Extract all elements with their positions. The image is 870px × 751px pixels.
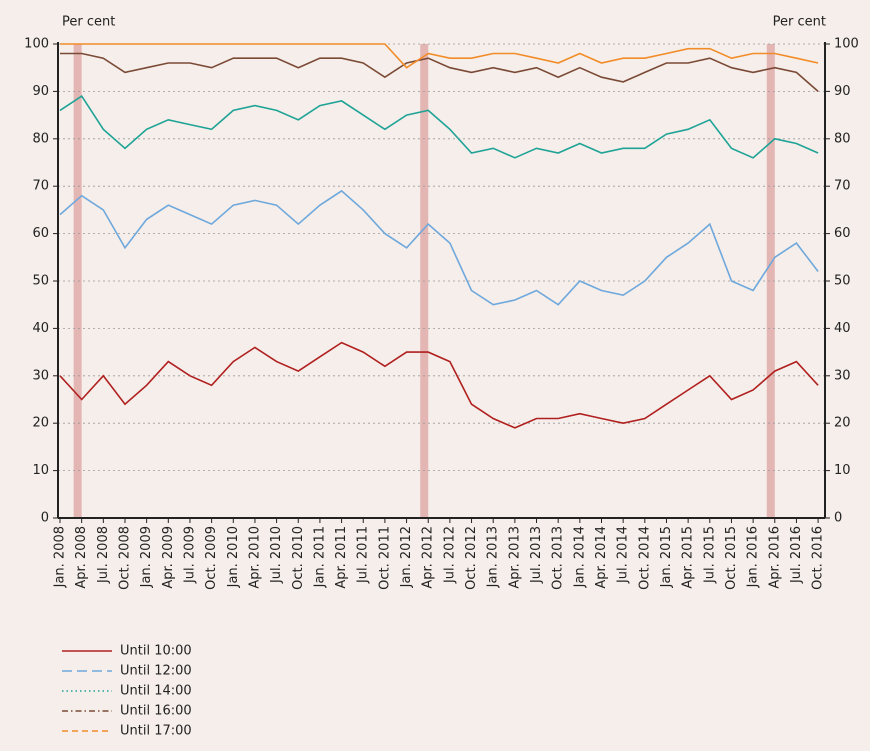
- x-tick-label: Jan. 2016: [746, 526, 761, 588]
- x-tick-label: Jul. 2009: [182, 526, 197, 584]
- x-tick-label: Oct. 2015: [724, 526, 739, 590]
- x-tick-label: Apr. 2016: [767, 526, 782, 589]
- x-tick-label: Oct. 2016: [811, 526, 826, 590]
- highlight-band: [73, 44, 82, 518]
- x-tick-label: Jan. 2014: [572, 526, 587, 588]
- y2-tick-label: 0: [834, 511, 842, 526]
- series-line: [59, 341, 819, 429]
- y2-tick-label: 80: [834, 131, 851, 146]
- y-tick-label: 60: [32, 226, 49, 241]
- x-tick-label: Apr. 2014: [594, 526, 609, 589]
- x-tick-label: Jul. 2008: [96, 526, 111, 584]
- y2-axis-label: Per cent: [773, 15, 826, 30]
- y-tick-label: 40: [32, 321, 49, 336]
- y-axis-label: Per cent: [62, 15, 115, 30]
- highlight-band: [766, 44, 775, 518]
- x-tick-label: Jul. 2014: [616, 526, 631, 584]
- x-tick-label: Jul. 2011: [356, 526, 371, 584]
- x-tick-label: Oct. 2012: [464, 526, 479, 590]
- y-tick-label: 90: [32, 84, 49, 99]
- y-tick-label: 70: [32, 179, 49, 194]
- y2-tick-label: 100: [834, 37, 859, 52]
- x-tick-label: Jan. 2012: [399, 526, 414, 588]
- x-tick-label: Oct. 2009: [204, 526, 219, 590]
- legend-label: Until 14:00: [120, 684, 192, 699]
- x-tick-label: Jul. 2016: [789, 526, 804, 584]
- x-tick-label: Oct. 2013: [551, 526, 566, 590]
- y-tick-label: 30: [32, 368, 49, 383]
- legend-label: Until 16:00: [120, 704, 192, 719]
- y-tick-label: 20: [32, 416, 49, 431]
- x-tick-label: Apr. 2010: [247, 526, 262, 589]
- x-tick-label: Jul. 2010: [269, 526, 284, 584]
- y2-tick-label: 60: [834, 226, 851, 241]
- x-tick-label: Apr. 2008: [74, 526, 89, 589]
- x-tick-label: Apr. 2009: [161, 526, 176, 589]
- x-tick-label: Apr. 2013: [507, 526, 522, 589]
- x-tick-label: Oct. 2014: [637, 526, 652, 590]
- x-tick-label: Jan. 2009: [139, 526, 154, 588]
- y2-tick-label: 30: [834, 368, 851, 383]
- x-tick-label: Oct. 2011: [377, 526, 392, 590]
- x-tick-label: Jul. 2012: [442, 526, 457, 584]
- series-line: [60, 52, 819, 93]
- y-tick-label: 50: [32, 274, 49, 289]
- legend-label: Until 17:00: [120, 724, 192, 739]
- y2-tick-label: 50: [834, 274, 851, 289]
- x-tick-label: Jan. 2010: [226, 526, 241, 588]
- y2-tick-label: 70: [834, 179, 851, 194]
- y2-tick-label: 40: [834, 321, 851, 336]
- x-tick-label: Apr. 2011: [334, 526, 349, 589]
- y2-tick-label: 20: [834, 416, 851, 431]
- x-tick-label: Apr. 2012: [421, 526, 436, 589]
- y-tick-label: 0: [41, 511, 49, 526]
- y2-tick-label: 10: [834, 463, 851, 478]
- y-tick-label: 80: [32, 131, 49, 146]
- y-tick-label: 10: [32, 463, 49, 478]
- legend-label: Until 10:00: [120, 644, 192, 659]
- x-tick-label: Jan. 2013: [486, 526, 501, 588]
- x-tick-label: Oct. 2010: [291, 526, 306, 590]
- legend-label: Until 12:00: [120, 664, 192, 679]
- x-tick-label: Jan. 2008: [53, 526, 68, 588]
- x-tick-label: Jul. 2013: [529, 526, 544, 584]
- y-tick-label: 100: [24, 37, 49, 52]
- x-tick-label: Apr. 2015: [681, 526, 696, 589]
- y2-tick-label: 90: [834, 84, 851, 99]
- series-line: [59, 94, 819, 159]
- series-line: [59, 189, 819, 306]
- series-line: [60, 43, 819, 69]
- x-tick-label: Oct. 2008: [117, 526, 132, 590]
- x-tick-label: Jul. 2015: [702, 526, 717, 584]
- x-tick-label: Jan. 2011: [312, 526, 327, 588]
- x-tick-label: Jan. 2015: [659, 526, 674, 588]
